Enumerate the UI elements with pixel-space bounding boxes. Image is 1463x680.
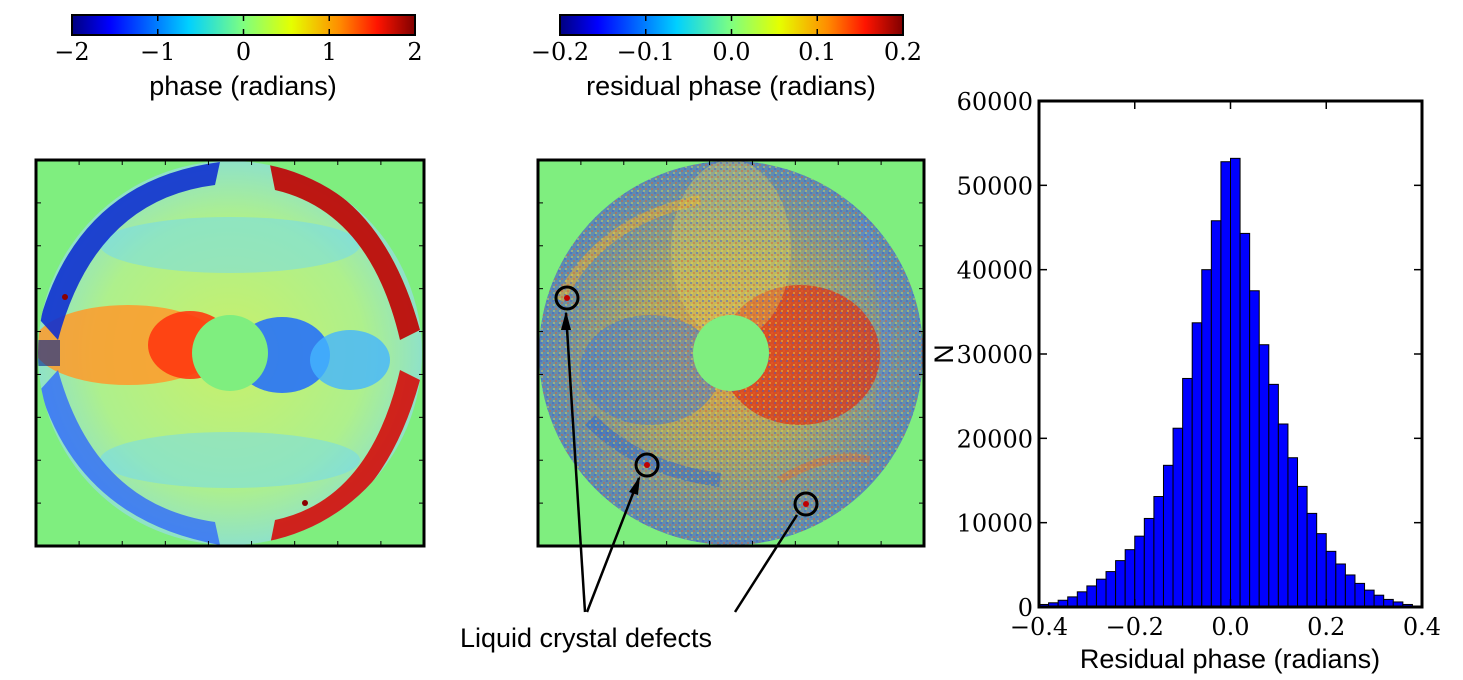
histogram-bar bbox=[1124, 549, 1136, 608]
phase-map-hole bbox=[192, 315, 268, 391]
y-tick-label: 10000 bbox=[957, 510, 1033, 538]
histogram-bar bbox=[1268, 383, 1279, 608]
colorbar-phase-tick-label: 2 bbox=[407, 38, 422, 66]
x-tick-label: 0.0 bbox=[1211, 613, 1249, 641]
histogram-bar bbox=[1373, 594, 1385, 608]
histogram-bar bbox=[1143, 517, 1155, 608]
histogram-bar bbox=[1297, 485, 1308, 608]
annotation: Liquid crystal defects bbox=[460, 311, 799, 653]
residual-map bbox=[536, 158, 926, 548]
histogram-bar bbox=[1076, 591, 1088, 608]
x-tick-label: −0.2 bbox=[1106, 613, 1164, 641]
colorbar-phase-label: phase (radians) bbox=[149, 71, 337, 101]
y-tick-label: 20000 bbox=[957, 425, 1033, 453]
phase-map bbox=[34, 158, 426, 548]
annotation-arrow-2 bbox=[585, 477, 641, 613]
histogram-bar bbox=[1249, 290, 1260, 608]
histogram-bar bbox=[1201, 269, 1212, 608]
y-tick-label: 60000 bbox=[957, 88, 1033, 116]
y-tick-label: 50000 bbox=[957, 172, 1033, 200]
histogram-bars bbox=[1038, 157, 1423, 608]
y-tick-label: 0 bbox=[1018, 594, 1033, 622]
histogram-bar bbox=[1115, 560, 1126, 608]
colorbar-residual-label: residual phase (radians) bbox=[586, 71, 876, 101]
defect-marker-2 bbox=[634, 452, 660, 478]
histogram-bar bbox=[1354, 582, 1366, 608]
histogram-bar bbox=[1105, 571, 1117, 608]
histogram-bar bbox=[1086, 585, 1097, 608]
histogram-bar bbox=[1344, 574, 1356, 608]
histogram-axes: −0.4 −0.2 0.0 0.2 0.4 0 10000 20000 30000 40000 50… bbox=[957, 88, 1441, 641]
residual-map-ticks bbox=[538, 160, 924, 546]
annotation-arrowhead-2 bbox=[629, 476, 640, 495]
colorbar-residual-tick-label: 0.2 bbox=[884, 38, 922, 66]
histogram-bar bbox=[1220, 161, 1232, 608]
colorbar-residual-tick-label: 0.1 bbox=[798, 38, 836, 66]
phase-map-ticks bbox=[36, 160, 424, 546]
annotation-arrowhead-1 bbox=[561, 311, 571, 330]
phase-map-frame bbox=[34, 158, 426, 548]
histogram-bar bbox=[1335, 563, 1346, 608]
histogram: −0.4 −0.2 0.0 0.2 0.4 0 10000 20000 30000 40000 50… bbox=[929, 88, 1441, 674]
histogram-bar bbox=[1210, 220, 1222, 608]
histogram-xlabel: Residual phase (radians) bbox=[1080, 644, 1380, 674]
histogram-bar bbox=[1153, 496, 1164, 608]
histogram-bar bbox=[1277, 423, 1289, 608]
histogram-bar bbox=[1316, 533, 1327, 608]
histogram-bar bbox=[1287, 457, 1299, 608]
residual-map-hole bbox=[693, 315, 769, 391]
x-tick-label: 0.2 bbox=[1307, 613, 1345, 641]
colorbar-phase-tick-label: 1 bbox=[322, 38, 337, 66]
colorbar-phase: −2 −1 0 1 2 phase (radians) bbox=[54, 14, 423, 101]
colorbar-phase-tick-label: −2 bbox=[54, 38, 89, 66]
histogram-bar bbox=[1325, 550, 1337, 608]
y-tick-label: 30000 bbox=[957, 341, 1033, 369]
defect-marker-1 bbox=[554, 285, 580, 311]
y-tick-label: 40000 bbox=[957, 257, 1033, 285]
phase-map-defect-1 bbox=[62, 294, 68, 300]
colorbar-residual: −0.2 −0.1 0.0 0.1 0.2 residual phase (radian… bbox=[531, 14, 922, 101]
colorbar-residual-tick-label: −0.2 bbox=[531, 38, 589, 66]
histogram-bar bbox=[1191, 322, 1203, 608]
residual-map-frame bbox=[536, 158, 926, 548]
colorbar-phase-tick-label: −1 bbox=[140, 38, 175, 66]
histogram-bar bbox=[1172, 427, 1184, 608]
colorbar-residual-ticks: −0.2 −0.1 0.0 0.1 0.2 bbox=[531, 15, 922, 66]
annotation-arrow-3 bbox=[733, 514, 799, 613]
phase-map-defect-2 bbox=[302, 500, 308, 506]
histogram-bar bbox=[1364, 589, 1375, 608]
annotation-label: Liquid crystal defects bbox=[460, 623, 712, 653]
histogram-bar bbox=[1182, 377, 1193, 608]
annotation-arrow-1 bbox=[564, 312, 587, 613]
colorbar-residual-tick-label: −0.1 bbox=[617, 38, 675, 66]
colorbar-phase-ticks: −2 −1 0 1 2 bbox=[54, 15, 423, 66]
defect-marker-3 bbox=[793, 491, 819, 517]
histogram-bar bbox=[1134, 535, 1145, 608]
histogram-bar bbox=[1239, 232, 1251, 608]
colorbar-residual-tick-label: 0.0 bbox=[712, 38, 750, 66]
histogram-bar bbox=[1306, 512, 1318, 608]
histogram-bar bbox=[1095, 578, 1107, 608]
x-tick-label: 0.4 bbox=[1403, 613, 1441, 641]
colorbar-phase-tick-label: 0 bbox=[236, 38, 251, 66]
histogram-bar bbox=[1230, 157, 1241, 608]
histogram-ylabel: N bbox=[929, 344, 959, 364]
histogram-bar bbox=[1067, 596, 1078, 608]
histogram-bar bbox=[1258, 344, 1270, 608]
histogram-bar bbox=[1162, 464, 1174, 608]
x-tick-label: −0.4 bbox=[1010, 613, 1068, 641]
